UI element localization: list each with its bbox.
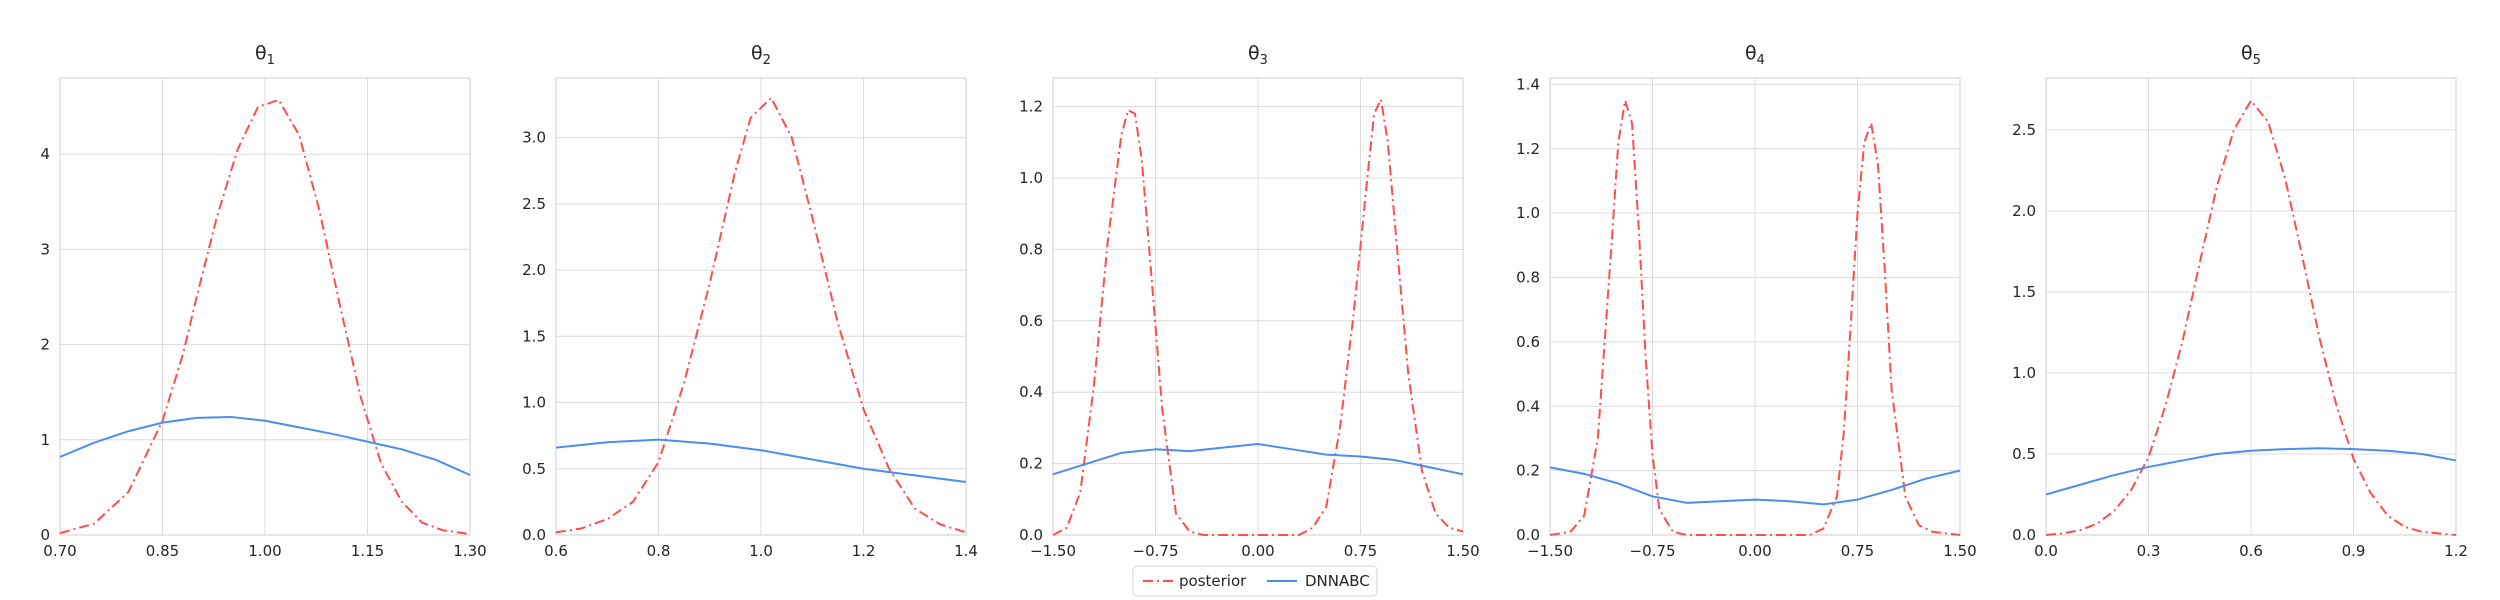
series-line-dnnabc — [2045, 447, 2457, 496]
x-tick-label: 1.0 — [749, 542, 773, 560]
y-tick-label: 0.6 — [1019, 312, 1043, 330]
plot-frame — [2045, 77, 2457, 536]
x-tick-label: 1.4 — [954, 542, 978, 560]
legend-item-posterior: posterior — [1143, 572, 1247, 590]
subplot-title: θ2 — [751, 42, 771, 68]
y-tick-label: 1.0 — [522, 394, 546, 412]
x-tick-label: 1.30 — [453, 542, 486, 560]
y-tick-label: 0.4 — [1516, 397, 1540, 415]
y-tick-label: 1.0 — [2012, 364, 2036, 382]
subplot-theta-4: 0.0 0.2 0.4 0.6 0.8 1.0 1.2 1.4 −1.50 −0.75 0.00 0.… — [1516, 42, 1977, 560]
y-tick-label: 3.0 — [522, 129, 546, 147]
y-tick-label: 0.0 — [2012, 526, 2036, 544]
x-tick-label: 0.3 — [2137, 542, 2161, 560]
y-tick-label: 3 — [40, 240, 50, 258]
x-tick-label: 0.6 — [2239, 542, 2263, 560]
series-line-posterior — [1052, 98, 1464, 536]
legend-item-dnnabc: DNNABC — [1267, 572, 1370, 590]
x-tick-label: 1.2 — [2444, 542, 2468, 560]
series-line-posterior — [1549, 99, 1961, 536]
x-tick-label: 1.50 — [1943, 542, 1976, 560]
y-tick-label: 1.2 — [1516, 140, 1540, 158]
y-tick-label: 1 — [40, 431, 50, 449]
x-tick-label: −1.50 — [1527, 542, 1573, 560]
x-tick-label: −0.75 — [1133, 542, 1179, 560]
series-line-posterior — [2045, 99, 2457, 536]
x-tick-label: 1.15 — [351, 542, 384, 560]
x-tick-label: 0.70 — [43, 542, 76, 560]
legend: posterior DNNABC — [1132, 565, 1378, 597]
y-tick-label: 1.0 — [1516, 204, 1540, 222]
y-tick-label: 0 — [40, 526, 50, 544]
subplot-title: θ5 — [2241, 42, 2261, 68]
x-tick-label: −1.50 — [1030, 542, 1076, 560]
y-tick-label: 1.4 — [1516, 75, 1540, 93]
y-tick-label: 0.2 — [1516, 462, 1540, 480]
y-tick-label: 2.0 — [2012, 202, 2036, 220]
subplot-theta-1: 0 1 2 3 4 0.70 0.85 1.00 1.15 1.30 θ1 — [40, 42, 486, 560]
y-tick-label: 4 — [40, 145, 50, 163]
plot-frame — [555, 77, 967, 536]
y-tick-label: 0.0 — [1019, 526, 1043, 544]
y-tick-label: 0.8 — [1019, 240, 1043, 258]
x-tick-label: 0.6 — [544, 542, 568, 560]
series-line-dnnabc — [555, 438, 967, 484]
legend-label-dnnabc: DNNABC — [1305, 572, 1370, 590]
y-tick-label: 0.8 — [1516, 269, 1540, 287]
subplot-title: θ3 — [1248, 42, 1268, 68]
y-tick-label: 0.2 — [1019, 455, 1043, 473]
x-tick-label: 0.85 — [146, 542, 179, 560]
legend-frame — [1132, 565, 1378, 597]
x-tick-label: 0.9 — [2342, 542, 2366, 560]
x-tick-label: 1.00 — [248, 542, 281, 560]
series-line-posterior — [59, 98, 471, 536]
x-tick-label: 0.8 — [647, 542, 671, 560]
x-tick-label: 1.50 — [1446, 542, 1479, 560]
x-tick-label: 0.0 — [2034, 542, 2058, 560]
y-tick-label: 1.5 — [522, 327, 546, 345]
x-tick-label: 0.00 — [1738, 542, 1771, 560]
series-line-dnnabc — [1549, 466, 1961, 506]
plot-frame — [1549, 77, 1961, 536]
y-tick-label: 2 — [40, 336, 50, 354]
y-tick-label: 1.5 — [2012, 283, 2036, 301]
subplot-title: θ4 — [1745, 42, 1765, 68]
y-tick-label: 0.5 — [2012, 445, 2036, 463]
subplot-title: θ1 — [255, 42, 275, 68]
y-tick-label: 0.6 — [1516, 333, 1540, 351]
y-tick-label: 2.5 — [2012, 121, 2036, 139]
y-tick-label: 0.4 — [1019, 383, 1043, 401]
x-tick-label: 1.2 — [852, 542, 876, 560]
y-tick-label: 2.0 — [522, 261, 546, 279]
y-tick-label: 0.0 — [1516, 526, 1540, 544]
y-tick-label: 1.2 — [1019, 98, 1043, 116]
subplot-panels: 0 1 2 3 4 0.70 0.85 1.00 1.15 1.30 θ1 0.0 0.5 1.0 1.5 2… — [40, 42, 2467, 560]
x-tick-label: −0.75 — [1630, 542, 1676, 560]
y-tick-label: 2.5 — [522, 195, 546, 213]
y-tick-label: 1.0 — [1019, 169, 1043, 187]
legend-label-posterior: posterior — [1179, 572, 1247, 590]
x-tick-label: 0.75 — [1344, 542, 1377, 560]
y-tick-label: 0.0 — [522, 526, 546, 544]
series-line-posterior — [555, 96, 967, 534]
plot-frame — [59, 77, 471, 536]
series-line-dnnabc — [59, 415, 471, 476]
subplot-theta-2: 0.0 0.5 1.0 1.5 2.0 2.5 3.0 0.6 0.8 1.0 1.2 1.4 θ2 — [522, 42, 978, 560]
x-tick-label: 0.00 — [1241, 542, 1274, 560]
subplot-theta-5: 0.0 0.5 1.0 1.5 2.0 2.5 0.0 0.3 0.6 0.9 1.2 θ5 — [2012, 42, 2468, 560]
x-tick-label: 0.75 — [1841, 542, 1874, 560]
series-line-dnnabc — [1052, 442, 1464, 476]
subplot-theta-3: 0.0 0.2 0.4 0.6 0.8 1.0 1.2 −1.50 −0.75 0.00 0.75 1… — [1019, 42, 1480, 560]
y-tick-label: 0.5 — [522, 460, 546, 478]
